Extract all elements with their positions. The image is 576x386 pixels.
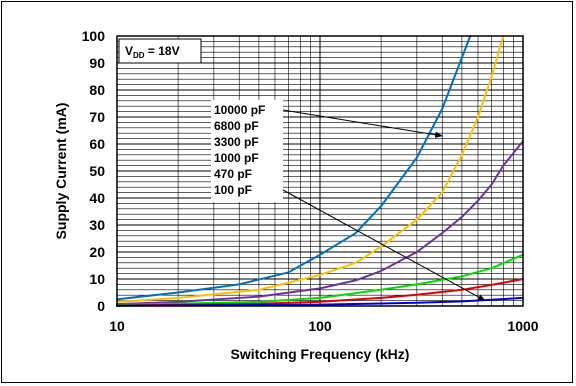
annotation-arrows: [282, 109, 486, 302]
legend-item: 10000 pF: [214, 103, 265, 117]
series-line-470-pf: [116, 278, 524, 307]
series-line-6800-pf: [116, 35, 505, 303]
grid-lines: [116, 35, 524, 307]
plot-border: [116, 35, 524, 307]
y-tick-label: 60: [89, 136, 105, 152]
series-line-3300-pf: [116, 140, 524, 306]
y-tick-label: 90: [89, 55, 105, 71]
vdd-subscript: DD: [133, 51, 145, 60]
annotation-arrow: [282, 189, 486, 302]
annotation-arrow: [282, 109, 444, 138]
vdd-v: V: [125, 44, 133, 58]
vdd-annotation: VDD = 18V: [118, 38, 202, 64]
y-tick-label: 0: [97, 298, 105, 314]
y-axis-label: Supply Current (mA): [53, 103, 69, 240]
y-tick-labels: 0 10 20 30 40 50 60 70 80 90 100: [82, 28, 106, 314]
x-tick-labels: 10 100 1000: [109, 318, 539, 334]
x-tick-label: 10: [109, 318, 125, 334]
y-tick-label: 50: [89, 163, 105, 179]
legend: 10000 pF 6800 pF 3300 pF 1000 pF 470 pF 100 p…: [211, 100, 283, 202]
y-tick-label: 20: [89, 244, 105, 260]
y-tick-label: 10: [89, 271, 105, 287]
x-tick-label: 100: [308, 318, 332, 334]
y-tick-label: 30: [89, 217, 105, 233]
vdd-value: = 18V: [145, 44, 180, 58]
series-line-1000-pf: [116, 253, 524, 306]
legend-background: [211, 100, 283, 202]
x-axis-label: Switching Frequency (kHz): [231, 346, 410, 362]
legend-item: 3300 pF: [214, 135, 259, 149]
y-tick-label: 80: [89, 82, 105, 98]
legend-item: 6800 pF: [214, 119, 259, 133]
series-line-10000-pf: [116, 35, 472, 301]
series-lines: [116, 35, 524, 307]
x-tick-label: 1000: [507, 318, 538, 334]
series-line-100-pf: [116, 296, 524, 307]
y-tick-label: 40: [89, 190, 105, 206]
legend-item: 100 pF: [214, 183, 252, 197]
legend-item: 1000 pF: [214, 151, 259, 165]
legend-item: 470 pF: [214, 167, 252, 181]
y-tick-label: 70: [89, 109, 105, 125]
vdd-annotation-text: VDD = 18V: [125, 44, 180, 60]
y-tick-label: 100: [82, 28, 106, 44]
vdd-annotation-box: [118, 38, 202, 64]
